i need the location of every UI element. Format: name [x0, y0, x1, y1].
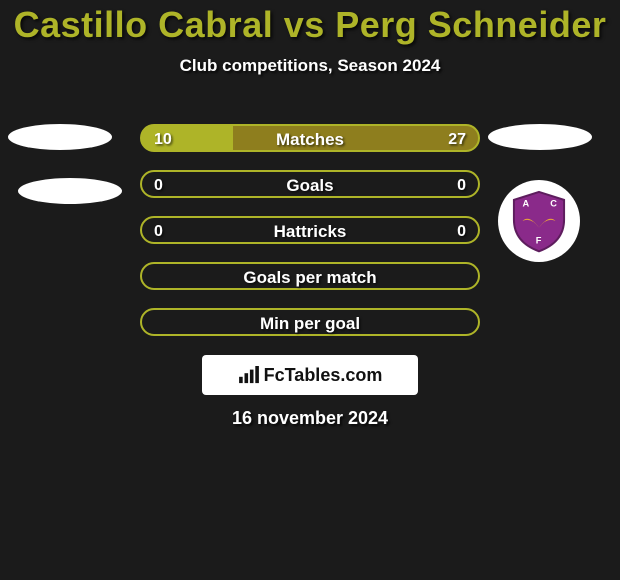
comparison-infographic: Castillo Cabral vs Perg Schneider Club c… [0, 0, 620, 580]
stat-row: Goals per match [140, 262, 480, 290]
stat-value-right: 0 [457, 218, 466, 246]
stat-label: Goals [142, 172, 478, 200]
stat-row: Hattricks0 0 [140, 216, 480, 244]
left-club-avatar [18, 178, 122, 204]
source-text: FcTables.com [264, 365, 383, 386]
stat-value-right: 0 [457, 172, 466, 200]
stat-row: Min per goal [140, 308, 480, 336]
stat-value-left: 0 [154, 218, 163, 246]
bars-icon [238, 366, 260, 384]
footer-date: 16 november 2024 [0, 408, 620, 429]
shield-icon: A C F [506, 188, 572, 254]
left-player-avatar [8, 124, 112, 150]
svg-text:F: F [536, 235, 542, 245]
stat-value-right: 27 [448, 126, 466, 154]
stat-label: Hattricks [142, 218, 478, 246]
stat-row: Matches10 27 [140, 124, 480, 152]
stat-rows: Matches1027Goals00Hattricks00Goals per m… [140, 124, 480, 354]
stat-value-left: 10 [154, 126, 172, 154]
stat-label: Matches [142, 126, 478, 154]
stat-value-left: 0 [154, 172, 163, 200]
stat-row: Goals0 0 [140, 170, 480, 198]
right-club-badge: A C F [498, 180, 580, 262]
svg-text:A: A [523, 198, 530, 208]
right-player-avatar [488, 124, 592, 150]
page-title: Castillo Cabral vs Perg Schneider [0, 0, 620, 46]
subtitle: Club competitions, Season 2024 [0, 56, 620, 76]
stat-label: Min per goal [142, 310, 478, 338]
stat-label: Goals per match [142, 264, 478, 292]
source-badge: FcTables.com [202, 355, 418, 395]
svg-text:C: C [550, 198, 557, 208]
